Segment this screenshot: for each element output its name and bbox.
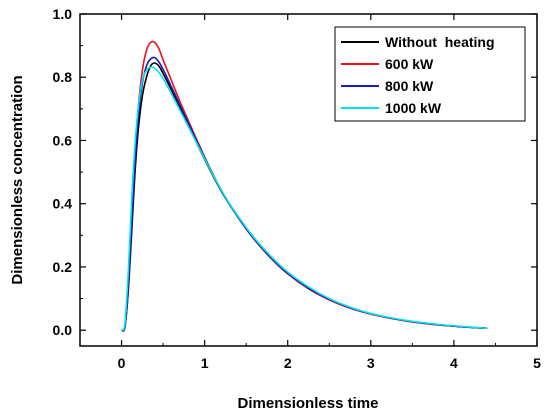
y-tick-label: 0.6 <box>53 132 73 148</box>
legend-label-2: 800 kW <box>385 78 434 94</box>
axis-ticks <box>79 13 538 346</box>
series-lines <box>120 40 488 332</box>
y-tick-label: 0.0 <box>53 322 73 338</box>
y-tick-label: 0.4 <box>53 196 73 212</box>
y-tick-label: 0.8 <box>53 69 73 85</box>
legend-label-3: 1000 kW <box>385 100 442 116</box>
x-tick-label: 5 <box>533 355 541 371</box>
legend: Without heating 600 kW 800 kW 1000 kW <box>334 26 526 122</box>
y-tick-label: 1.0 <box>53 6 73 22</box>
x-tick-label: 3 <box>367 355 375 371</box>
y-tick-label: 0.2 <box>53 259 73 275</box>
x-tick-label: 1 <box>201 355 209 371</box>
series-line-3 <box>120 66 488 332</box>
legend-label-1: 600 kW <box>385 56 434 72</box>
axis-tick-labels: 0 1 2 3 4 5 0.0 0.2 0.4 0.6 0.8 1.0 <box>53 6 542 371</box>
x-tick-label: 0 <box>118 355 126 371</box>
y-axis-label: Dimensionless concentration <box>9 75 26 284</box>
x-tick-label: 2 <box>284 355 292 371</box>
x-axis-label: Dimensionless time <box>238 395 379 412</box>
x-tick-label: 4 <box>450 355 458 371</box>
plot-frame <box>79 13 538 347</box>
legend-label-0: Without heating <box>385 34 495 50</box>
